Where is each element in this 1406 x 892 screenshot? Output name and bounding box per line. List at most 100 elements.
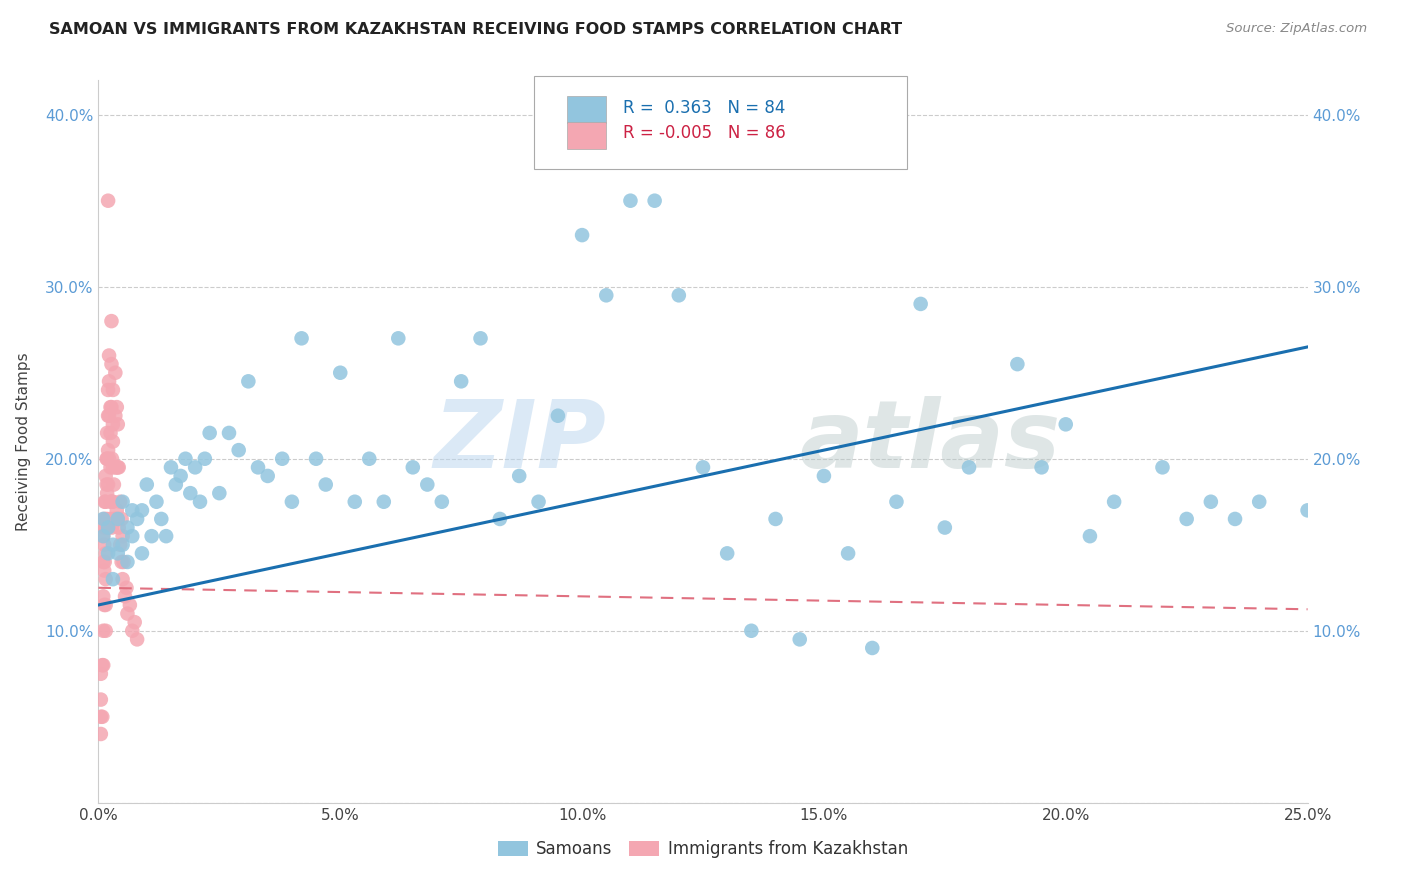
Samoans — [315, 477, 337, 491]
Samoans — [91, 512, 114, 526]
Immigrants from Kazakhstan — [91, 624, 114, 638]
Immigrants from Kazakhstan — [94, 494, 117, 508]
Immigrants from Kazakhstan — [104, 512, 127, 526]
Immigrants from Kazakhstan — [91, 658, 114, 673]
Samoans — [290, 331, 312, 345]
Immigrants from Kazakhstan — [107, 460, 129, 475]
Immigrants from Kazakhstan — [98, 409, 121, 423]
Samoans — [489, 512, 512, 526]
Samoans — [860, 640, 883, 655]
Immigrants from Kazakhstan — [100, 460, 122, 475]
Immigrants from Kazakhstan — [101, 383, 124, 397]
Samoans — [107, 546, 129, 560]
Immigrants from Kazakhstan — [107, 520, 129, 534]
Samoans — [131, 503, 153, 517]
Immigrants from Kazakhstan — [97, 194, 120, 208]
Samoans — [692, 460, 714, 475]
Samoans — [619, 194, 641, 208]
Samoans — [141, 529, 163, 543]
Immigrants from Kazakhstan — [104, 460, 127, 475]
Samoans — [1175, 512, 1198, 526]
Samoans — [247, 460, 270, 475]
Samoans — [1078, 529, 1101, 543]
Samoans — [571, 228, 593, 243]
Immigrants from Kazakhstan — [90, 727, 112, 741]
Samoans — [131, 546, 153, 560]
Samoans — [165, 477, 187, 491]
Immigrants from Kazakhstan — [111, 512, 134, 526]
Immigrants from Kazakhstan — [94, 572, 117, 586]
Samoans — [281, 494, 304, 508]
Immigrants from Kazakhstan — [100, 314, 122, 328]
Samoans — [101, 538, 124, 552]
Immigrants from Kazakhstan — [93, 564, 115, 578]
Samoans — [886, 494, 908, 508]
Immigrants from Kazakhstan — [97, 520, 120, 534]
Immigrants from Kazakhstan — [98, 451, 121, 466]
Immigrants from Kazakhstan — [97, 443, 120, 458]
Immigrants from Kazakhstan — [118, 598, 141, 612]
Immigrants from Kazakhstan — [96, 477, 118, 491]
Samoans — [837, 546, 859, 560]
Samoans — [155, 529, 177, 543]
Samoans — [256, 469, 278, 483]
Immigrants from Kazakhstan — [91, 710, 114, 724]
Samoans — [716, 546, 738, 560]
Samoans — [145, 494, 167, 508]
Samoans — [1031, 460, 1053, 475]
Samoans — [91, 529, 114, 543]
Samoans — [127, 512, 149, 526]
Samoans — [179, 486, 201, 500]
Samoans — [387, 331, 409, 345]
Immigrants from Kazakhstan — [111, 572, 134, 586]
Samoans — [174, 451, 197, 466]
Immigrants from Kazakhstan — [96, 451, 118, 466]
Immigrants from Kazakhstan — [101, 460, 124, 475]
Immigrants from Kazakhstan — [115, 581, 138, 595]
Samoans — [359, 451, 381, 466]
Immigrants from Kazakhstan — [91, 590, 114, 604]
Samoans — [121, 529, 143, 543]
Y-axis label: Receiving Food Stamps: Receiving Food Stamps — [17, 352, 31, 531]
Samoans — [194, 451, 217, 466]
Immigrants from Kazakhstan — [111, 529, 134, 543]
Immigrants from Kazakhstan — [121, 624, 143, 638]
Immigrants from Kazakhstan — [94, 520, 117, 534]
Immigrants from Kazakhstan — [103, 477, 125, 491]
Samoans — [430, 494, 453, 508]
Samoans — [668, 288, 690, 302]
Samoans — [208, 486, 231, 500]
Text: R = -0.005   N = 86: R = -0.005 N = 86 — [623, 124, 786, 142]
Text: R =  0.363   N = 84: R = 0.363 N = 84 — [623, 99, 785, 117]
Samoans — [450, 375, 472, 389]
Immigrants from Kazakhstan — [101, 417, 124, 432]
Immigrants from Kazakhstan — [111, 555, 134, 569]
Immigrants from Kazakhstan — [101, 520, 124, 534]
Samoans — [416, 477, 439, 491]
Samoans — [470, 331, 492, 345]
Samoans — [1223, 512, 1246, 526]
Immigrants from Kazakhstan — [91, 658, 114, 673]
Samoans — [305, 451, 328, 466]
Immigrants from Kazakhstan — [117, 607, 139, 621]
Immigrants from Kazakhstan — [100, 400, 122, 414]
Immigrants from Kazakhstan — [94, 469, 117, 483]
Samoans — [198, 425, 221, 440]
Immigrants from Kazakhstan — [107, 417, 129, 432]
Immigrants from Kazakhstan — [96, 451, 118, 466]
Immigrants from Kazakhstan — [104, 409, 127, 423]
Immigrants from Kazakhstan — [93, 520, 115, 534]
Immigrants from Kazakhstan — [97, 383, 120, 397]
Samoans — [117, 555, 139, 569]
Immigrants from Kazakhstan — [90, 666, 112, 681]
Samoans — [160, 460, 183, 475]
Immigrants from Kazakhstan — [93, 538, 115, 552]
Immigrants from Kazakhstan — [93, 512, 115, 526]
Samoans — [813, 469, 835, 483]
Samoans — [121, 503, 143, 517]
Immigrants from Kazakhstan — [94, 598, 117, 612]
Immigrants from Kazakhstan — [90, 692, 112, 706]
Samoans — [188, 494, 211, 508]
Immigrants from Kazakhstan — [103, 512, 125, 526]
Immigrants from Kazakhstan — [105, 503, 128, 517]
